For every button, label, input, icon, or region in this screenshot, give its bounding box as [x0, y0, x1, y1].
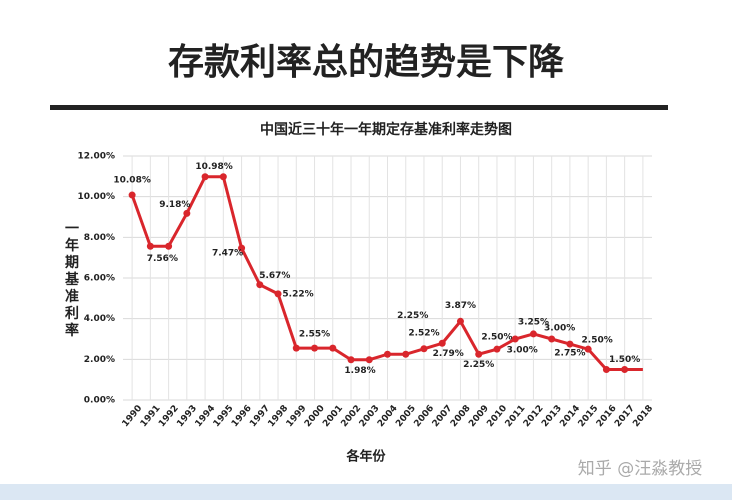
point [621, 366, 629, 373]
value-label: 2.55% [299, 330, 330, 340]
y-tick-label: 0.00% [84, 396, 115, 406]
point [274, 290, 282, 298]
point [602, 366, 610, 373]
value-label: 2.52% [408, 328, 439, 338]
point [146, 242, 154, 250]
point [456, 317, 464, 325]
point [475, 350, 483, 358]
point [256, 281, 264, 289]
page-title: 存款利率总的趋势是下降 [168, 42, 564, 83]
point [511, 335, 519, 343]
value-label: 5.67% [259, 271, 290, 281]
point [219, 173, 227, 181]
point [183, 209, 191, 217]
value-label: 7.56% [147, 254, 178, 264]
divider [50, 105, 668, 110]
point [420, 345, 428, 353]
value-label: 1.98% [344, 366, 375, 376]
y-tick-label: 8.00% [84, 233, 115, 243]
value-label: 3.00% [544, 324, 575, 334]
point [347, 356, 355, 364]
point [365, 356, 373, 364]
point [438, 339, 446, 347]
value-label: 5.22% [282, 289, 313, 299]
point [548, 335, 556, 343]
point [529, 330, 537, 338]
value-label: 9.18% [159, 200, 190, 210]
value-label: 10.98% [195, 162, 233, 172]
point [402, 350, 410, 358]
watermark: 知乎 @汪淼教授 [578, 459, 702, 479]
value-label: 3.25% [518, 317, 549, 327]
point [493, 345, 501, 353]
bottom-strip [0, 484, 732, 500]
value-label: 3.00% [507, 346, 538, 356]
value-label: 2.25% [397, 311, 428, 321]
y-tick-label: 6.00% [84, 274, 115, 284]
value-label: 2.75% [554, 349, 585, 359]
value-label: 2.50% [481, 333, 512, 343]
value-label: 2.79% [433, 349, 464, 359]
y-axis-label: 一年期基准利率 [65, 221, 80, 339]
value-label: 7.47% [212, 249, 243, 259]
value-label: 10.08% [113, 176, 151, 186]
point [238, 244, 246, 252]
x-tick-label: 2018 [631, 404, 655, 430]
value-label: 2.50% [582, 336, 613, 346]
point [292, 344, 300, 352]
value-label: 2.25% [463, 360, 494, 370]
y-tick-label: 10.00% [78, 192, 116, 202]
value-label: 1.50% [609, 355, 640, 365]
point [584, 345, 592, 353]
y-tick-label: 12.00% [78, 152, 116, 162]
point [128, 191, 136, 199]
point [566, 340, 574, 348]
value-label: 3.87% [445, 301, 476, 311]
y-tick-label: 2.00% [84, 355, 115, 365]
point [165, 242, 173, 250]
point [311, 344, 319, 352]
point [329, 344, 337, 352]
point [201, 173, 209, 181]
y-tick-label: 4.00% [84, 314, 115, 324]
point [384, 350, 391, 358]
chart-title: 中国近三十年一年期定存基准利率走势图 [260, 121, 512, 138]
x-axis-label: 各年份 [345, 449, 386, 465]
